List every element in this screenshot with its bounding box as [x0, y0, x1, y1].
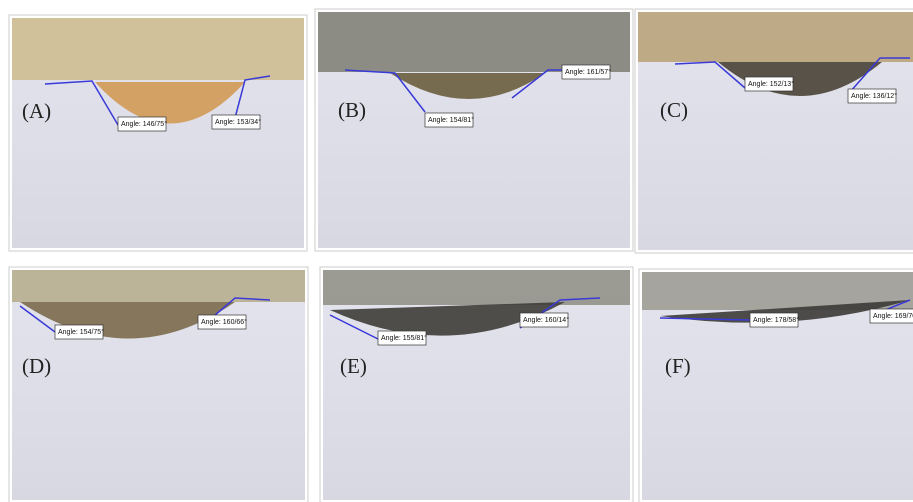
top-strip — [12, 18, 304, 80]
angle-label: Angle: 153/34° — [215, 118, 261, 126]
panel-label: (E) — [340, 354, 367, 378]
angle-box — [211, 114, 261, 130]
angle-label: Angle: 136/12° — [851, 92, 897, 100]
top-strip — [12, 270, 305, 302]
angle-box — [744, 76, 794, 92]
angle-box — [847, 88, 897, 104]
angle-box — [117, 116, 167, 132]
angle-box — [561, 64, 611, 80]
angle-line — [234, 75, 271, 119]
top-strip — [638, 12, 913, 62]
top-strip — [323, 270, 630, 305]
angle-line — [44, 80, 119, 126]
angle-label: Angle: 154/81° — [428, 116, 474, 124]
crater — [330, 302, 565, 336]
angle-box — [377, 330, 427, 346]
angle-label: Angle: 169/70° — [873, 312, 913, 320]
angle-line — [19, 305, 56, 333]
angle-line — [674, 61, 746, 89]
angle-box — [519, 312, 569, 328]
angle-label: Angle: 160/14° — [523, 316, 569, 324]
angle-label: Angle: 155/81° — [381, 334, 427, 342]
panel-label: (C) — [660, 98, 688, 122]
angle-box — [749, 312, 799, 328]
angle-label: Angle: 160/66° — [201, 318, 247, 326]
angle-line — [849, 57, 910, 93]
angle-box — [424, 112, 474, 128]
angle-label: Angle: 152/13° — [748, 80, 794, 88]
angle-box — [869, 308, 913, 324]
panel-label: (F) — [665, 354, 691, 378]
crater — [20, 302, 235, 339]
panel-label: (A) — [22, 99, 51, 123]
angle-label: Angle: 178/58° — [753, 316, 799, 324]
angle-box — [197, 314, 247, 330]
angle-label: Angle: 146/75° — [121, 120, 167, 128]
angle-label: Angle: 154/75° — [58, 328, 104, 336]
angle-line — [344, 69, 426, 113]
top-strip — [318, 12, 630, 72]
angle-line — [329, 314, 381, 341]
crater — [95, 82, 245, 124]
angle-line — [659, 317, 751, 321]
angle-line — [511, 69, 565, 99]
crater — [660, 300, 910, 323]
panel-label: (B) — [338, 98, 366, 122]
angle-box — [54, 324, 104, 340]
angle-label: Angle: 161/57° — [565, 68, 611, 76]
panel-label: (D) — [22, 354, 51, 378]
crater — [390, 73, 545, 99]
